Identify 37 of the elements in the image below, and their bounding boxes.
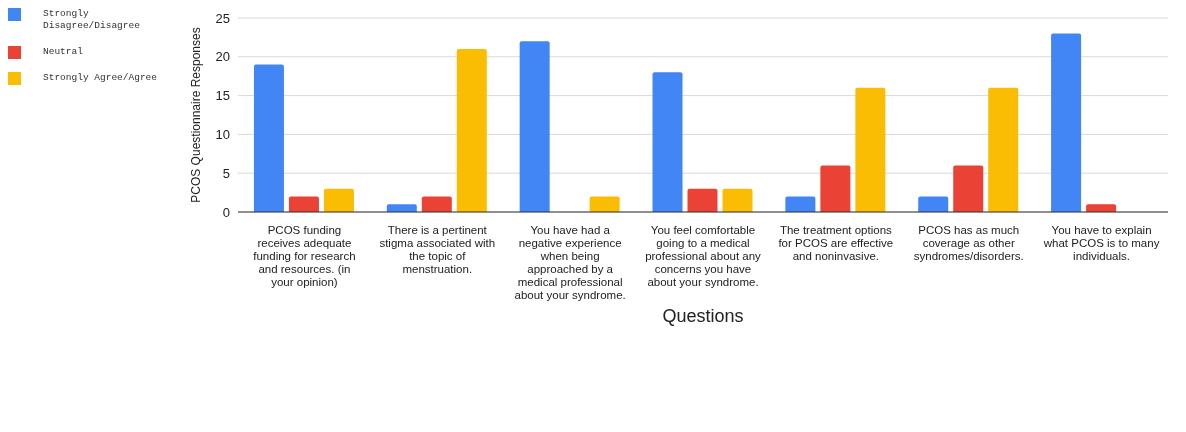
bar xyxy=(785,196,816,212)
y-tick-label: 10 xyxy=(215,127,230,143)
x-tick-label: There is a pertinent stigma associated with the topic of menstruation. xyxy=(379,224,496,275)
x-tick-label: PCOS funding receives adequate funding for research and resources. (in your opinion) xyxy=(253,224,356,288)
legend-label: Strongly Agree/Agree xyxy=(43,72,159,84)
y-tick-label: 5 xyxy=(222,165,230,181)
bar xyxy=(820,165,851,212)
bar xyxy=(652,72,683,212)
bar xyxy=(519,41,550,212)
bar xyxy=(918,196,949,212)
bar xyxy=(323,188,354,212)
x-axis-title: Questions xyxy=(662,306,744,326)
legend-label: Neutral xyxy=(43,46,84,58)
bar xyxy=(589,196,620,212)
bar xyxy=(421,196,452,212)
y-tick-label: 20 xyxy=(215,49,230,65)
y-tick-label: 0 xyxy=(222,204,230,220)
bar xyxy=(456,49,487,212)
bar xyxy=(722,188,753,212)
bar xyxy=(386,204,417,212)
bar xyxy=(988,87,1019,212)
bar xyxy=(288,196,319,212)
bar xyxy=(855,87,886,212)
x-tick-label: You have to explain what PCOS is to many individuals. xyxy=(1042,224,1160,262)
x-tick-label: You have had a negative experience when being approached by a medical professional about your syndrome. xyxy=(514,224,626,301)
y-axis-title: PCOS Questionnaire Responses xyxy=(189,27,204,203)
x-tick-label: The treatment options for PCOS are effective and noninvasive. xyxy=(778,224,894,262)
y-tick-label: 25 xyxy=(215,10,230,26)
bar xyxy=(687,188,718,212)
bar xyxy=(1086,204,1117,212)
bar xyxy=(1051,33,1082,212)
y-tick-label: 15 xyxy=(215,88,230,104)
x-tick-label: PCOS has as much coverage as other syndromes/disorders. xyxy=(913,224,1024,262)
bar xyxy=(953,165,984,212)
x-tick-label: You feel comfortable going to a medical professional about any concerns you have about your syndrome. xyxy=(645,224,762,288)
legend-label: Strongly Disagree/Disagree xyxy=(43,8,141,32)
bar xyxy=(253,64,284,212)
